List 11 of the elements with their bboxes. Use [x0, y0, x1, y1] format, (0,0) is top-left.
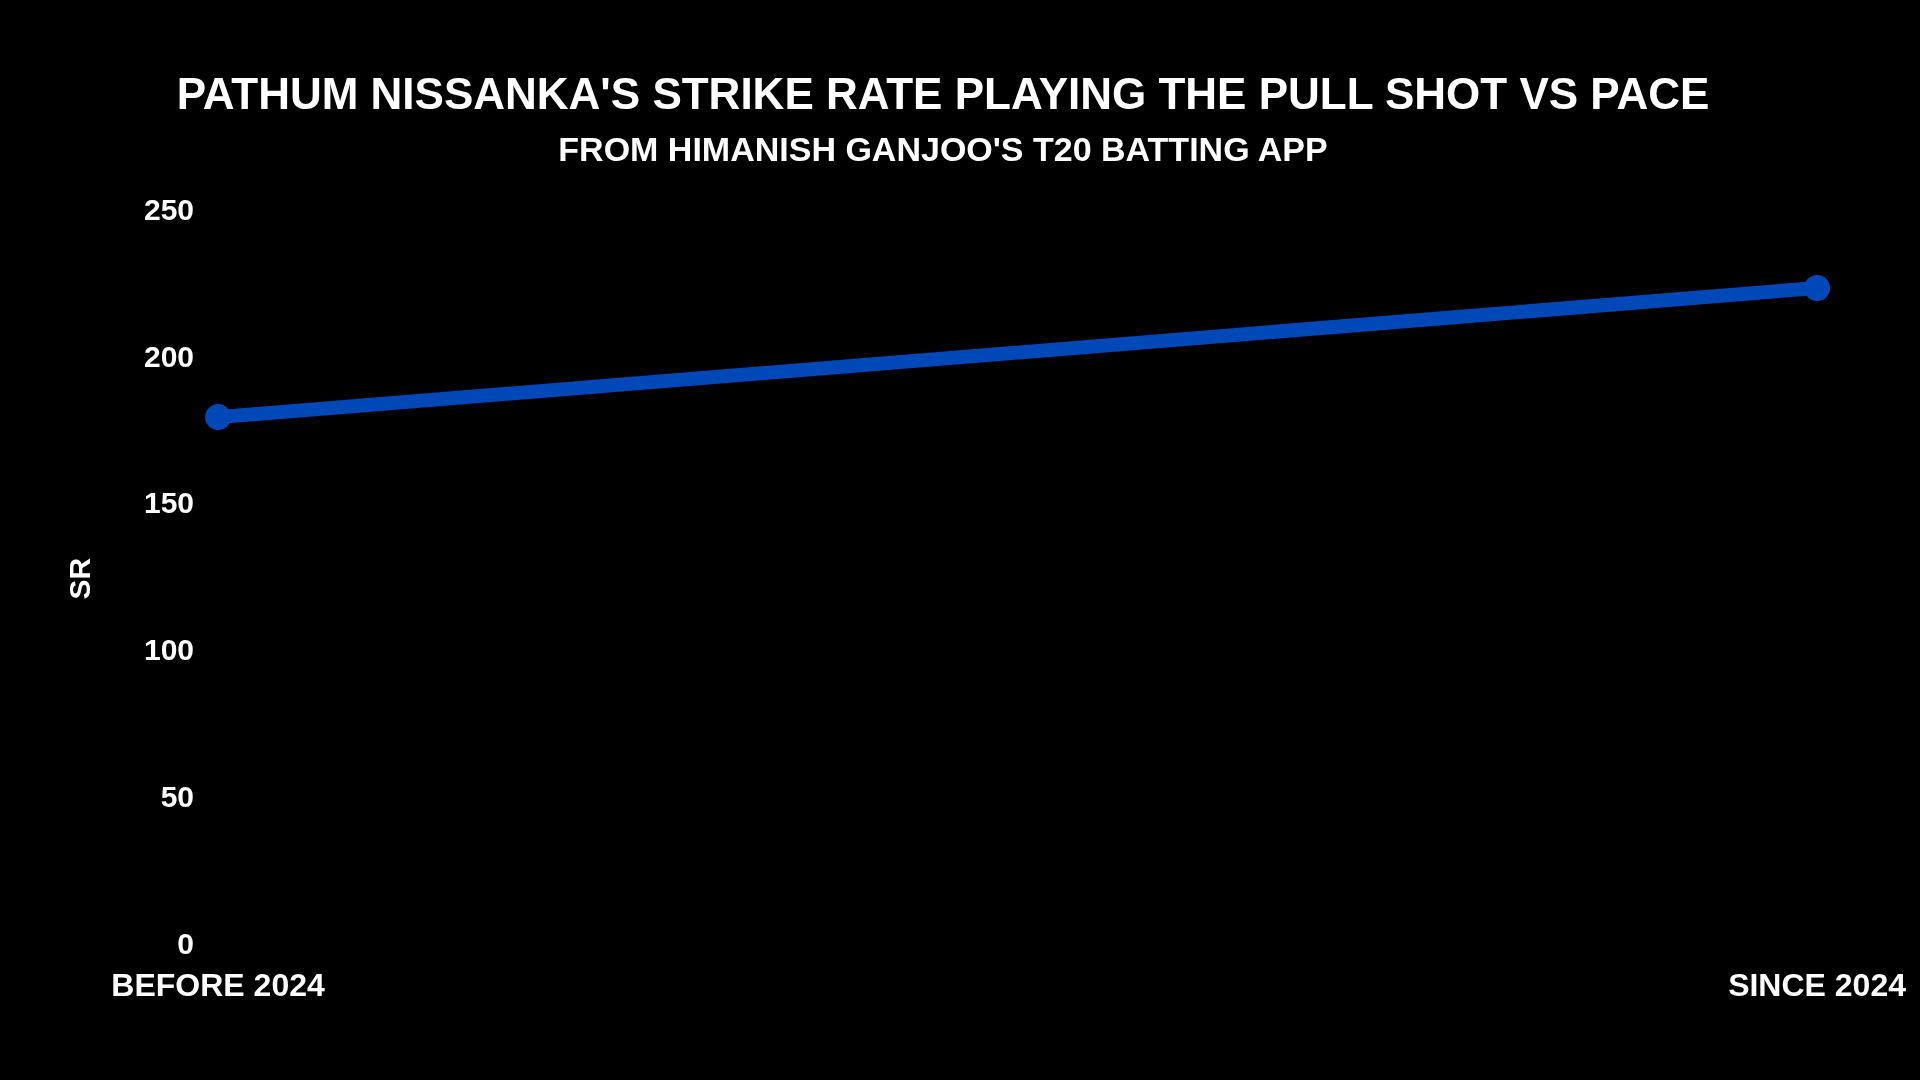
- y-tick-label: 150: [143, 486, 195, 520]
- y-tick-label: 0: [177, 926, 195, 960]
- y-tick-label: 100: [143, 633, 195, 667]
- y-tick-label: 50: [160, 780, 195, 814]
- chart-subtitle: FROM HIMANISH GANJOO'S T20 BATTING APP: [558, 129, 1328, 168]
- chart-title: PATHUM NISSANKA'S STRIKE RATE PLAYING THE PULL SHOT VS PACE: [176, 68, 1710, 118]
- x-tick-label: BEFORE 2024: [111, 966, 325, 1003]
- y-tick-label: 200: [143, 339, 195, 373]
- y-axis-title: SR: [63, 557, 97, 600]
- x-tick-label: SINCE 2024: [1728, 966, 1907, 1003]
- y-tick-label: 250: [143, 192, 195, 226]
